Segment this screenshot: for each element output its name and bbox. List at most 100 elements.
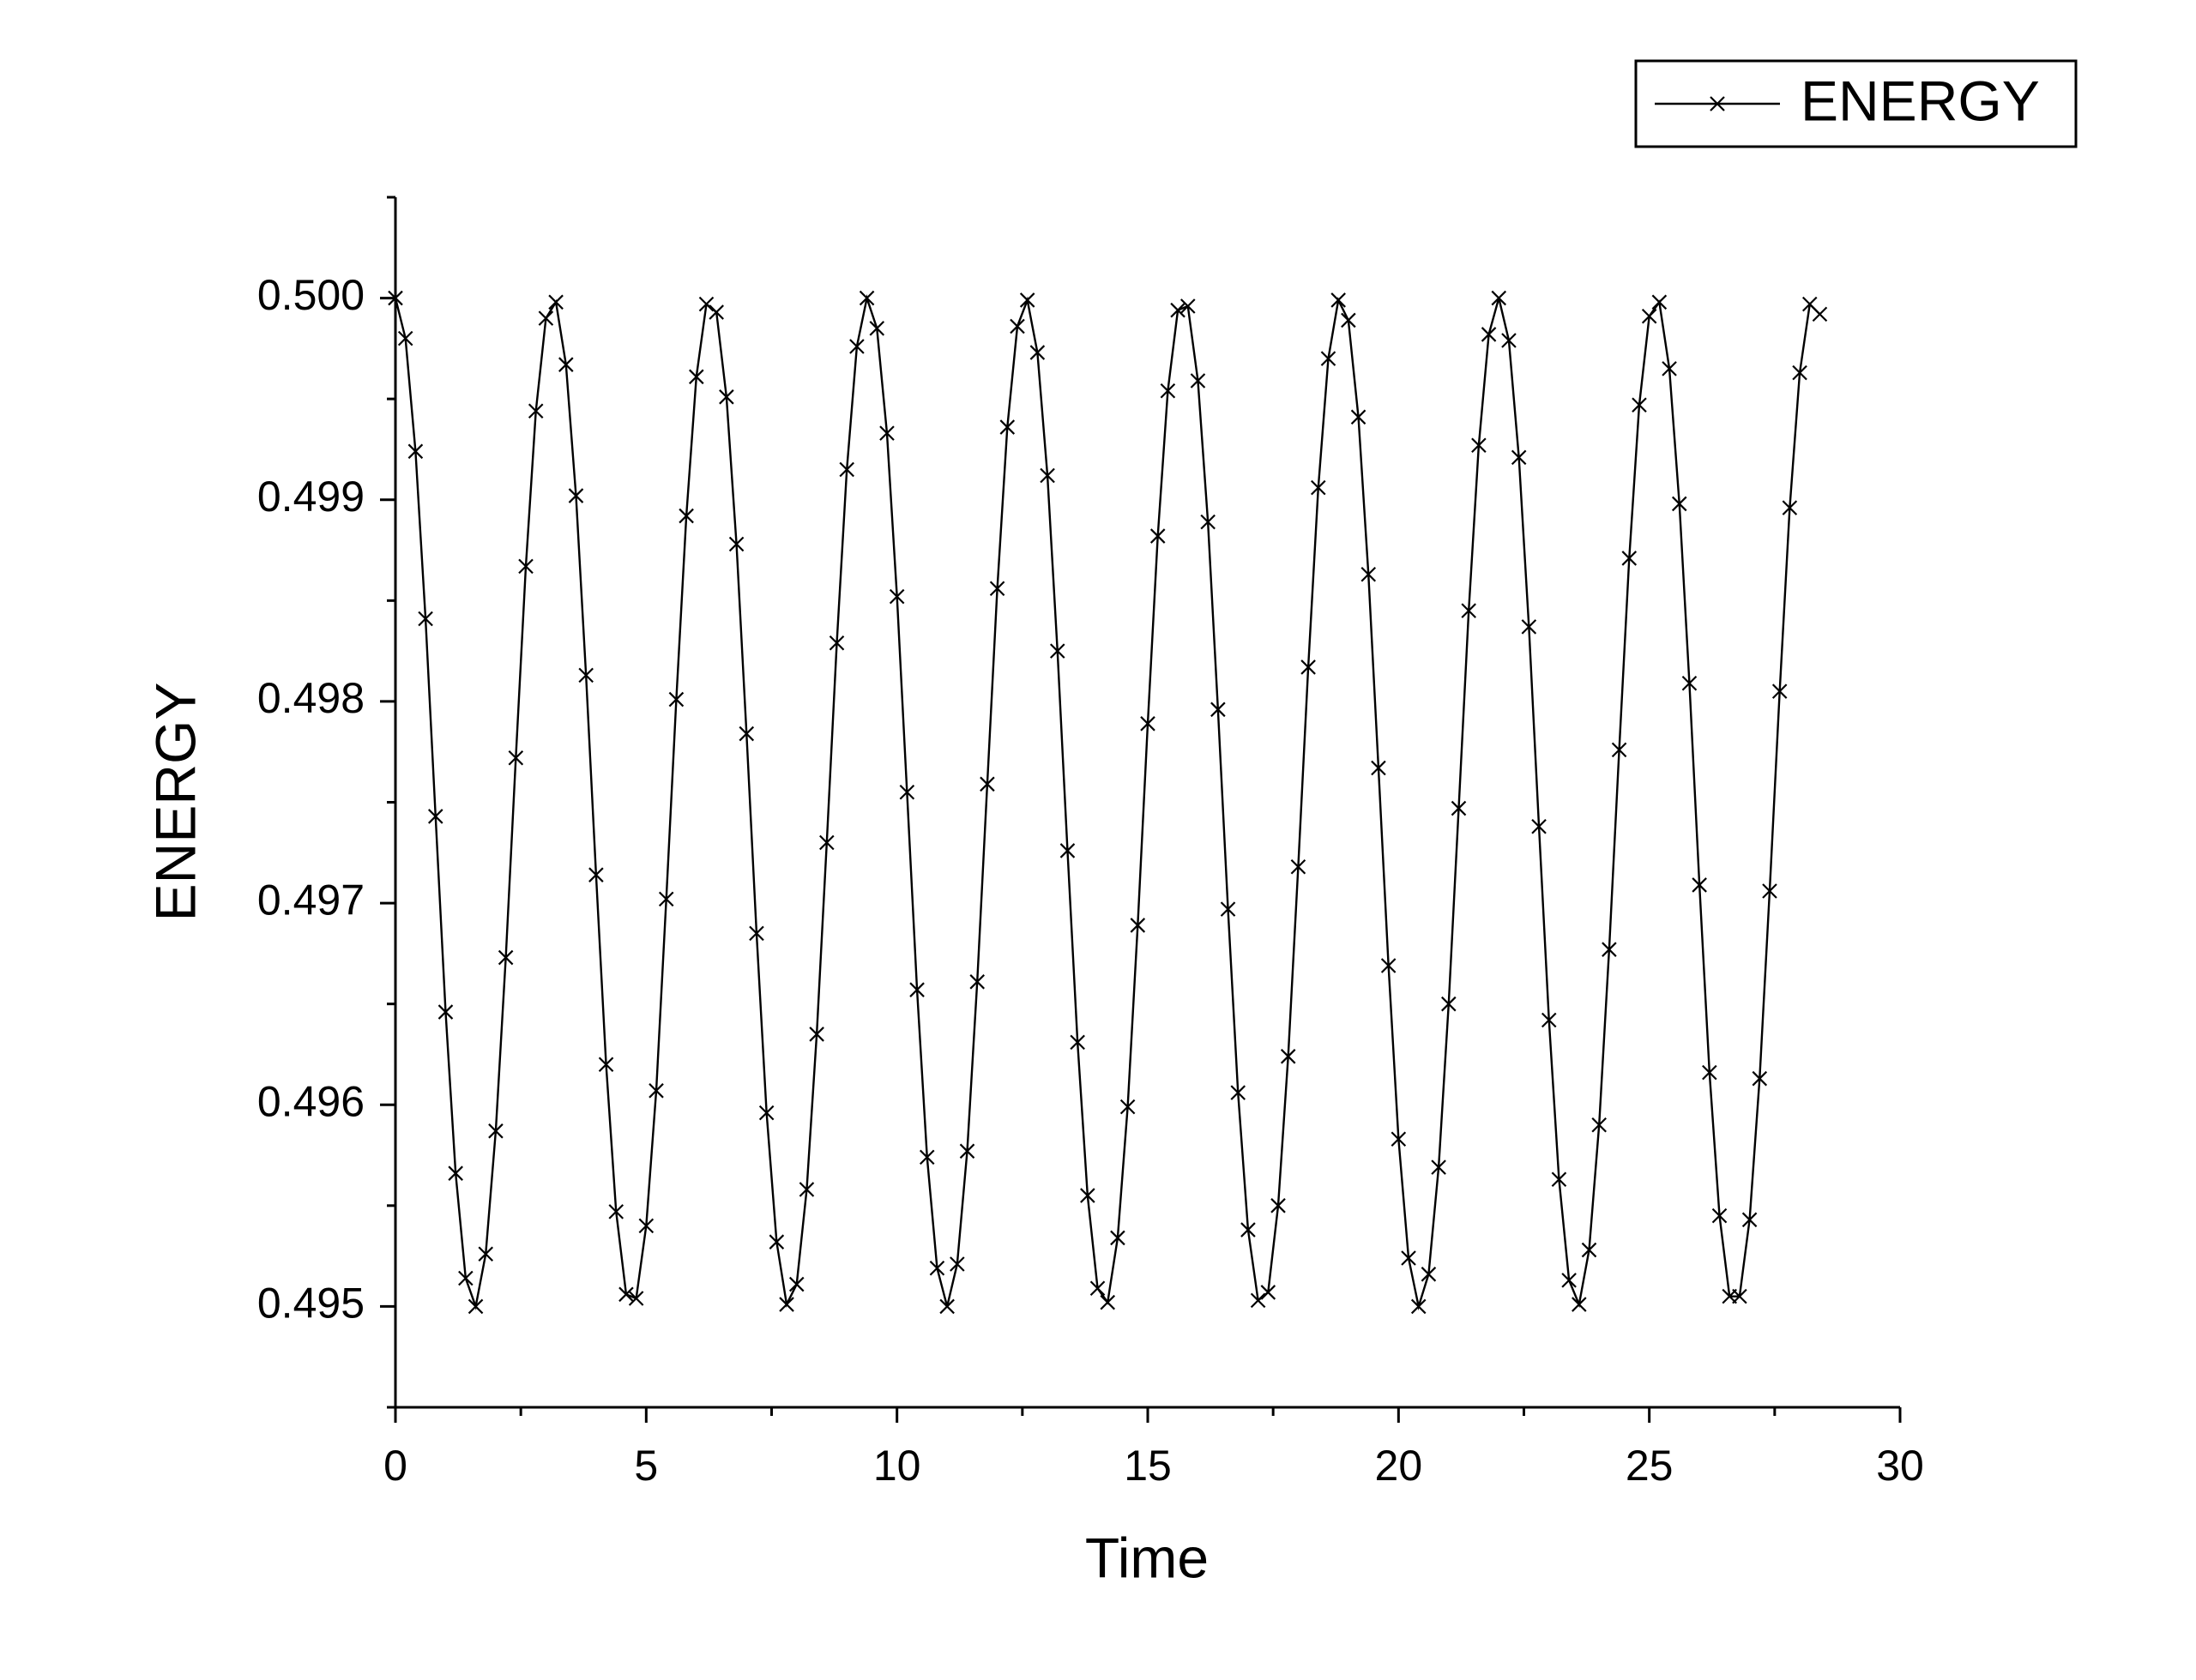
legend-label: ENERGY <box>1801 69 2040 132</box>
data-point <box>518 558 534 575</box>
data-point <box>809 1027 824 1042</box>
data-point <box>658 891 674 907</box>
data-point <box>427 809 443 824</box>
data-point <box>869 321 885 336</box>
data-point <box>1591 1117 1607 1133</box>
data-point <box>1651 294 1668 310</box>
data-point <box>1019 292 1035 308</box>
data-point <box>1692 877 1707 893</box>
data-point <box>999 419 1016 435</box>
data-point <box>628 1291 644 1306</box>
data-point <box>1260 1285 1276 1300</box>
data-point <box>1732 1288 1747 1304</box>
data-point <box>1220 901 1236 917</box>
data-point <box>1641 308 1657 324</box>
data-point <box>799 1182 815 1197</box>
data-point <box>1441 996 1457 1012</box>
data-point <box>819 834 835 851</box>
data-point <box>488 1123 504 1139</box>
data-point <box>698 296 715 312</box>
x-axis-label: Time <box>1085 1526 1209 1589</box>
data-point <box>1140 716 1155 732</box>
data-point <box>568 488 584 503</box>
data-point <box>1029 345 1046 360</box>
data-point <box>879 425 895 441</box>
legend-marker <box>1710 96 1725 111</box>
data-point <box>989 581 1005 597</box>
data-point <box>779 1297 794 1312</box>
data-point <box>959 1143 975 1159</box>
data-point <box>1190 373 1206 388</box>
y-axis-label: ENERGY <box>143 683 207 922</box>
data-point <box>1391 1131 1407 1147</box>
data-point <box>1711 1207 1728 1224</box>
data-point <box>608 1204 624 1219</box>
data-point <box>1561 1273 1577 1288</box>
data-point <box>939 1298 955 1315</box>
data-point <box>1311 479 1326 496</box>
data-point <box>1572 1297 1587 1312</box>
data-point <box>1410 1298 1427 1315</box>
data-point <box>588 867 604 882</box>
data-point <box>618 1286 634 1303</box>
data-point <box>749 925 764 942</box>
data-point <box>1581 1242 1597 1258</box>
data-point <box>1320 351 1336 366</box>
data-point <box>679 508 694 524</box>
data-point <box>1200 514 1216 530</box>
x-tick-label: 15 <box>1124 1442 1172 1490</box>
x-tick-label: 5 <box>634 1442 658 1490</box>
data-point <box>1350 409 1366 425</box>
data-point <box>1471 437 1487 454</box>
x-tick-label: 0 <box>383 1442 407 1490</box>
data-point <box>1491 290 1507 306</box>
data-point <box>1290 858 1306 875</box>
data-point <box>1501 333 1517 348</box>
x-tick-label: 20 <box>1375 1442 1423 1490</box>
x-tick-label: 25 <box>1626 1442 1674 1490</box>
data-point <box>418 611 433 627</box>
data-point <box>498 949 514 966</box>
data-point <box>1812 306 1828 322</box>
data-point <box>1632 397 1647 412</box>
data-point <box>909 982 925 997</box>
data-point <box>1130 918 1146 933</box>
data-point <box>638 1218 655 1234</box>
data-point <box>969 974 985 990</box>
data-point <box>1752 1070 1768 1087</box>
data-point <box>1240 1222 1256 1237</box>
data-point <box>1070 1034 1085 1051</box>
data-point <box>1551 1171 1567 1188</box>
data-point <box>1782 500 1798 515</box>
data-point <box>1771 683 1788 699</box>
data-point <box>1230 1085 1246 1100</box>
data-point <box>598 1057 614 1072</box>
data-point <box>1681 675 1698 691</box>
data-point <box>1621 551 1638 566</box>
y-tick-label: 0.496 <box>257 1077 365 1125</box>
data-point <box>528 403 544 419</box>
data-point <box>758 1105 775 1121</box>
data-point <box>1360 566 1377 582</box>
data-point <box>919 1149 935 1165</box>
data-point <box>1300 659 1316 675</box>
data-point <box>437 1004 454 1020</box>
data-point <box>1119 1099 1136 1115</box>
data-point <box>950 1256 965 1272</box>
data-point <box>1451 800 1467 816</box>
data-point <box>889 588 905 605</box>
data-point <box>1170 302 1185 318</box>
data-point <box>538 310 554 326</box>
data-point <box>1149 528 1166 544</box>
data-point <box>1481 327 1497 342</box>
data-point <box>1160 382 1176 399</box>
data-point <box>388 290 403 306</box>
data-point <box>1330 292 1346 308</box>
data-point <box>407 443 424 460</box>
data-point <box>1179 298 1196 314</box>
data-point <box>1421 1267 1437 1282</box>
data-point <box>1210 702 1226 718</box>
data-point <box>1511 449 1527 466</box>
